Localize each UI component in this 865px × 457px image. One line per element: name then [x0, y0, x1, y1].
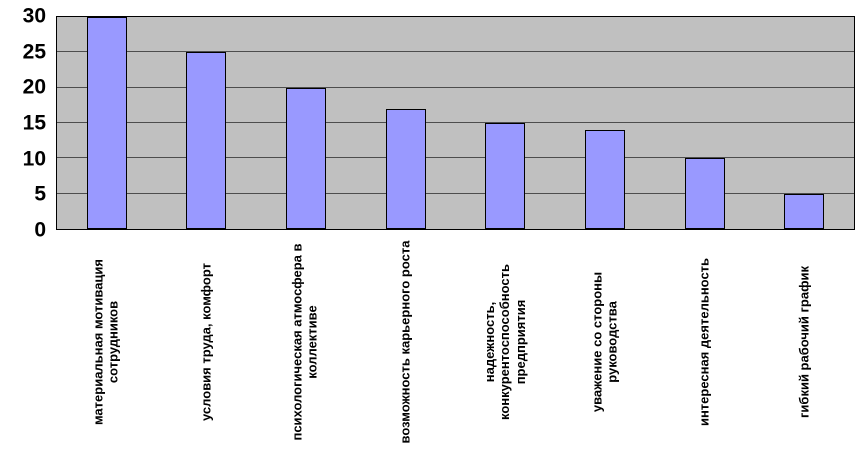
bars-layer — [57, 17, 854, 229]
y-tick-label: 30 — [22, 4, 46, 28]
x-label-cell: психологическая атмосфера в коллективе — [256, 233, 356, 451]
x-tick-label: условия труда, комфорт — [197, 263, 213, 421]
x-label-cell: материальная мотивация сотрудников — [56, 233, 156, 451]
gridline — [57, 122, 854, 123]
x-label-cell: уважение со стороны руководства — [555, 233, 655, 451]
bar-column — [356, 17, 456, 229]
bar — [86, 17, 127, 229]
x-tick-label: уважение со стороны руководства — [589, 271, 620, 413]
bar-column — [555, 17, 655, 229]
grid-layer — [57, 17, 854, 229]
x-label-cell: надежность, конкурентоспособность предпр… — [455, 233, 555, 451]
x-tick-label: надежность, конкурентоспособность предпр… — [481, 264, 528, 420]
x-tick-label: возможность карьерного роста — [397, 240, 413, 444]
x-axis-labels: материальная мотивация сотрудников услови… — [56, 233, 854, 451]
x-label-cell: интересная деятельность — [655, 233, 755, 451]
x-tick-label: материальная мотивация сотрудников — [90, 259, 121, 426]
x-tick-label: интересная деятельность — [696, 257, 712, 427]
bar — [684, 158, 725, 229]
bar-column — [456, 17, 556, 229]
x-label-cell: возможность карьерного роста — [355, 233, 455, 451]
gridline — [57, 157, 854, 159]
bar — [186, 52, 227, 229]
y-tick-label: 0 — [34, 218, 46, 242]
bar — [385, 108, 426, 229]
x-tick-label: психологическая атмосфера в коллективе — [290, 243, 321, 441]
y-axis: 0 5 10 15 20 25 30 — [6, 6, 56, 241]
x-label-cell: условия труда, комфорт — [156, 233, 256, 451]
bar-column — [256, 17, 356, 229]
bar-column — [57, 17, 157, 229]
plot-row: 0 5 10 15 20 25 30 — [6, 6, 855, 241]
gridline — [57, 192, 854, 194]
bar-column — [157, 17, 257, 229]
bar — [286, 87, 327, 229]
bar-column — [754, 17, 854, 229]
bar — [784, 193, 825, 229]
y-tick-label: 10 — [22, 147, 46, 171]
plot-area — [56, 16, 855, 230]
x-tick-label: гибкий рабочий график — [796, 266, 812, 418]
bar — [584, 130, 625, 229]
gridline — [57, 51, 854, 53]
y-tick-label: 20 — [22, 75, 46, 99]
x-label-cell: гибкий рабочий график — [754, 233, 854, 451]
y-tick-label: 15 — [22, 111, 46, 135]
gridline — [57, 86, 854, 88]
y-tick-label: 5 — [34, 182, 46, 206]
y-tick-label: 25 — [22, 40, 46, 64]
bar-column — [655, 17, 755, 229]
bar — [485, 123, 526, 229]
